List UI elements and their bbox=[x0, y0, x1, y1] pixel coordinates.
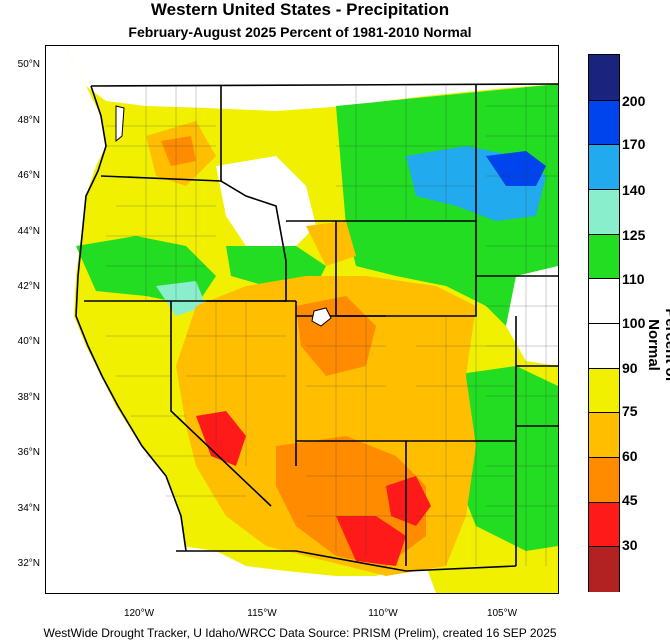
map-title: Western United States - Precipitation bbox=[150, 0, 450, 19]
border-us-canada bbox=[90, 83, 558, 87]
precipitation-map bbox=[45, 45, 559, 594]
lon-label: 110°W bbox=[368, 608, 398, 619]
pacific-ocean bbox=[46, 46, 186, 593]
legend-label: 200 bbox=[622, 93, 646, 109]
zone-orange-oregon bbox=[161, 136, 196, 166]
border-wa-or bbox=[100, 175, 222, 182]
legend-band bbox=[589, 457, 619, 503]
zone-blue-dakota bbox=[486, 151, 546, 186]
zone-green-idaho-s bbox=[226, 246, 326, 286]
legend-label: 100 bbox=[622, 315, 646, 331]
legend-label: 45 bbox=[622, 492, 638, 508]
legend-band bbox=[589, 412, 619, 458]
lon-label: 120°W bbox=[123, 608, 155, 619]
zone-gold-wy bbox=[306, 221, 356, 266]
zone-aqua-nev bbox=[156, 281, 206, 316]
lat-label: 44°N bbox=[17, 226, 40, 237]
legend-band bbox=[589, 278, 619, 324]
legend-label: 60 bbox=[622, 448, 638, 464]
zone-white-idaho bbox=[216, 156, 316, 256]
border-idaho-nv-ut bbox=[206, 261, 287, 302]
lat-label: 42°N bbox=[17, 281, 40, 292]
data-credit: WestWide Drought Tracker, U Idaho/WRCC D… bbox=[43, 626, 557, 640]
legend-label: 125 bbox=[622, 227, 646, 243]
legend-label: 140 bbox=[622, 182, 646, 198]
canada-area bbox=[66, 46, 558, 111]
legend-label: 75 bbox=[622, 403, 638, 419]
legend-band bbox=[589, 367, 619, 414]
lon-label: 115°W bbox=[247, 608, 277, 619]
coastline bbox=[75, 85, 187, 552]
zone-red-az bbox=[336, 516, 406, 566]
legend-label: 110 bbox=[622, 271, 645, 287]
zone-green-north bbox=[336, 84, 558, 346]
lat-label: 46°N bbox=[17, 170, 40, 181]
legend-band bbox=[589, 546, 619, 592]
zone-green-east bbox=[446, 366, 558, 551]
map-subtitle: February-August 2025 Percent of 1981-201… bbox=[128, 24, 472, 40]
legend-title: Percent of Normal bbox=[645, 308, 670, 382]
map-canvas bbox=[46, 46, 558, 593]
great-salt-lake bbox=[311, 307, 332, 327]
lat-label: 38°N bbox=[17, 392, 40, 403]
legend-band bbox=[589, 233, 619, 280]
zone-red-nm bbox=[386, 476, 431, 526]
legend-band bbox=[589, 144, 619, 190]
lat-label: 32°N bbox=[17, 558, 40, 569]
border-idaho-mt bbox=[220, 86, 287, 262]
border-mexico bbox=[176, 550, 517, 572]
lat-label: 34°N bbox=[17, 503, 40, 514]
legend-colorbar bbox=[588, 54, 620, 592]
zone-white-east bbox=[506, 266, 558, 366]
lat-label: 36°N bbox=[17, 447, 40, 458]
legend-band bbox=[589, 99, 619, 146]
puget-sound bbox=[115, 105, 125, 143]
legend-band bbox=[589, 323, 619, 369]
legend-band bbox=[589, 55, 619, 100]
lat-label: 40°N bbox=[17, 336, 40, 347]
legend-band bbox=[589, 501, 619, 548]
county-lines bbox=[106, 86, 558, 566]
legend-label: 170 bbox=[622, 136, 646, 152]
legend-label: 30 bbox=[622, 537, 638, 553]
lat-label: 48°N bbox=[17, 115, 40, 126]
lon-label: 105°W bbox=[486, 608, 518, 619]
legend-band bbox=[589, 189, 619, 235]
mexico-area bbox=[176, 546, 436, 593]
zone-red-nv bbox=[196, 411, 246, 466]
border-ca-nv bbox=[170, 301, 272, 507]
legend-label: 90 bbox=[622, 360, 638, 376]
lat-label: 50°N bbox=[17, 59, 40, 70]
